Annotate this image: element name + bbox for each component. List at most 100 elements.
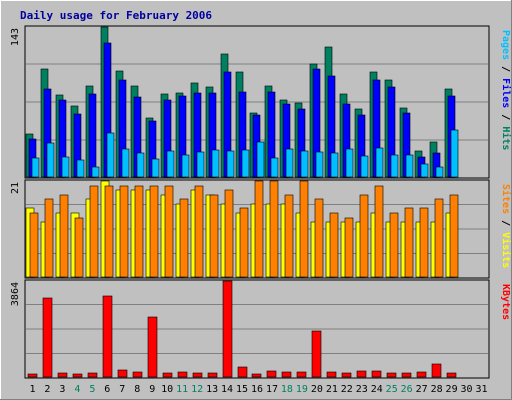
- legend-entry: KBytes: [500, 284, 511, 320]
- y-max-label-mid: 21: [10, 182, 21, 194]
- bar-sites-day-13: [209, 194, 219, 278]
- bar-sites-day-26: [404, 207, 414, 278]
- panel-bot: 3864 KBytes: [10, 279, 511, 379]
- bar-pages-day-5: [91, 166, 100, 178]
- bar-pages-day-17: [270, 157, 279, 178]
- bar-sites-day-10: [164, 185, 174, 278]
- legend-mid: Sites / Visits: [500, 184, 512, 268]
- day-label-9: 9: [149, 384, 155, 395]
- legend-top: Pages / Files / Hits: [500, 30, 512, 150]
- day-label-15: 15: [236, 384, 248, 395]
- day-label-19: 19: [296, 384, 308, 395]
- bar-pages-day-24: [375, 147, 384, 178]
- y-max-label-top: 143: [10, 28, 21, 46]
- day-label-1: 1: [29, 384, 35, 395]
- bar-pages-day-13: [211, 149, 220, 178]
- bar-sites-day-6: [104, 185, 114, 278]
- bar-pages-day-6: [106, 132, 115, 178]
- bar-pages-day-29: [450, 129, 459, 178]
- day-label-11: 11: [176, 384, 188, 395]
- bar-kbytes-day-9: [147, 316, 158, 378]
- day-label-8: 8: [134, 384, 140, 395]
- legend-entry: Files: [500, 78, 512, 108]
- bar-kbytes-day-8: [132, 371, 143, 378]
- bar-kbytes-day-4: [72, 373, 83, 378]
- bar-kbytes-day-5: [87, 372, 98, 378]
- legend-entry: /: [500, 214, 511, 232]
- chart-panels: 143 Pages / Files / Hits 21 Sites / Visits 3…: [10, 25, 512, 379]
- bar-sites-day-12: [194, 185, 204, 278]
- bar-sites-day-22: [344, 217, 354, 278]
- day-label-25: 25: [386, 384, 398, 395]
- panel-top: 143 Pages / Files / Hits: [10, 25, 512, 179]
- day-label-18: 18: [281, 384, 293, 395]
- bar-sites-day-14: [224, 189, 234, 278]
- day-labels: 1 2 3 4 5 6 7 8 9 10 11 12 13 14 15 16 17 18 19 20 21 22 23 24 2…: [29, 384, 487, 395]
- day-label-29: 29: [446, 384, 458, 395]
- bar-pages-day-8: [136, 152, 145, 178]
- bar-pages-day-20: [315, 151, 324, 178]
- bar-kbytes-day-26: [401, 372, 412, 378]
- bar-pages-day-14: [226, 150, 235, 178]
- legend-entry: /: [500, 108, 511, 126]
- bar-pages-day-18: [285, 148, 294, 178]
- bar-kbytes-day-16: [251, 373, 262, 378]
- legend-entry: /: [500, 60, 511, 78]
- bar-kbytes-day-17: [266, 370, 277, 378]
- bar-sites-day-23: [359, 194, 369, 278]
- bar-sites-day-25: [389, 212, 399, 278]
- day-label-28: 28: [431, 384, 443, 395]
- bar-sites-day-8: [134, 185, 144, 278]
- bar-kbytes-day-20: [311, 330, 322, 378]
- bar-pages-day-19: [300, 150, 309, 178]
- bar-pages-day-15: [241, 149, 250, 178]
- bar-kbytes-day-7: [117, 369, 128, 378]
- bar-sites-day-24: [374, 185, 384, 278]
- legend-entry: Visits: [500, 232, 512, 268]
- bar-kbytes-day-29: [446, 372, 457, 378]
- bar-kbytes-day-14: [222, 280, 233, 378]
- bar-kbytes-day-12: [192, 372, 203, 378]
- bar-kbytes-day-10: [162, 372, 173, 378]
- bar-sites-day-15: [239, 207, 249, 278]
- bar-pages-day-2: [46, 142, 55, 178]
- bar-kbytes-day-24: [371, 370, 382, 378]
- bar-pages-day-28: [435, 166, 444, 178]
- bar-sites-day-9: [149, 185, 159, 278]
- day-label-4: 4: [74, 384, 80, 395]
- bar-pages-day-12: [196, 151, 205, 178]
- bar-sites-day-1: [29, 212, 39, 278]
- bar-sites-day-17: [269, 180, 279, 278]
- bar-kbytes-day-6: [102, 295, 113, 378]
- day-label-16: 16: [251, 384, 263, 395]
- bar-pages-day-7: [121, 148, 130, 178]
- day-label-20: 20: [311, 384, 323, 395]
- bar-kbytes-day-25: [386, 372, 397, 378]
- bar-kbytes-day-21: [326, 371, 337, 378]
- bar-sites-day-2: [44, 198, 54, 278]
- bar-kbytes-day-28: [431, 363, 442, 378]
- bar-pages-day-10: [166, 150, 175, 178]
- day-label-26: 26: [401, 384, 413, 395]
- bar-sites-day-16: [254, 180, 264, 278]
- bar-pages-day-1: [31, 157, 40, 178]
- bar-kbytes-day-19: [296, 371, 307, 378]
- day-label-21: 21: [326, 384, 338, 395]
- bar-pages-day-4: [76, 159, 85, 178]
- bar-kbytes-day-11: [177, 371, 188, 378]
- bar-sites-day-18: [284, 194, 294, 278]
- bar-sites-day-11: [179, 198, 189, 278]
- bar-kbytes-day-15: [237, 366, 248, 378]
- day-label-22: 22: [341, 384, 353, 395]
- bar-kbytes-day-1: [27, 373, 38, 378]
- bar-pages-day-16: [256, 141, 265, 178]
- bar-sites-day-27: [419, 207, 429, 278]
- day-label-5: 5: [89, 384, 95, 395]
- bar-pages-day-26: [405, 154, 414, 178]
- bar-sites-day-28: [434, 198, 444, 278]
- day-label-3: 3: [59, 384, 65, 395]
- legend-entry: Pages: [500, 30, 511, 60]
- bar-sites-day-20: [314, 198, 324, 278]
- day-label-13: 13: [206, 384, 218, 395]
